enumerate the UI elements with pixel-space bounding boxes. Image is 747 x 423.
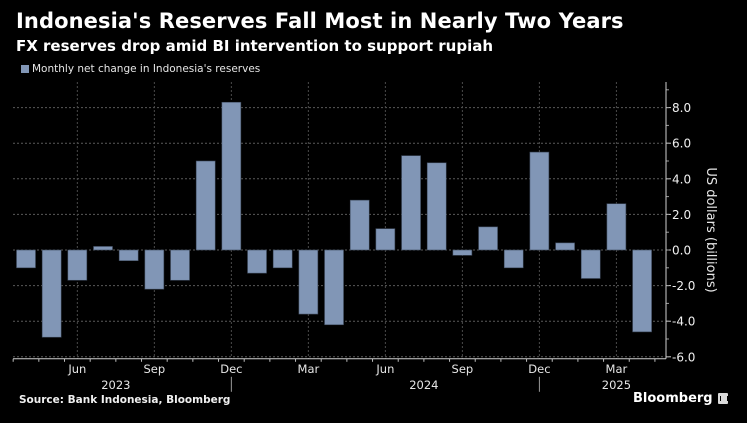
bar-sep-2024 — [452, 249, 473, 256]
chart-subtitle: FX reserves drop amid BI intervention to… — [16, 37, 494, 55]
source-note: Source: Bank Indonesia, Bloomberg — [19, 394, 231, 406]
y-tick-label: -4.0 — [672, 315, 695, 329]
bar-may-2024 — [349, 199, 370, 251]
bar-nov-2023 — [195, 160, 216, 251]
legend-label: Monthly net change in Indonesia's reserv… — [32, 63, 261, 75]
bar-may-2023 — [41, 249, 62, 338]
bar-apr-2025 — [632, 249, 652, 333]
bar-apr-2024 — [324, 249, 344, 326]
bar-nov-2024 — [503, 249, 524, 269]
bar-aug-2023 — [118, 249, 139, 261]
bar-sep-2023 — [144, 249, 165, 290]
bar-jan-2024 — [247, 249, 267, 274]
bar-jul-2024 — [401, 155, 421, 251]
y-tick-label: 0.0 — [672, 244, 691, 258]
bar-dec-2023 — [221, 101, 242, 251]
bloomberg-logo: Bloomberg — [633, 391, 728, 406]
x-year-label: 2023 — [101, 378, 130, 392]
brand-label: Bloomberg — [633, 391, 713, 406]
bar-jun-2024 — [375, 228, 396, 251]
x-tick-label: Mar — [298, 362, 320, 376]
x-axis: Jun Sep Dec Mar Jun Sep Dec Mar 2023 2024 2025 — [12, 358, 666, 392]
bar-dec-2024 — [529, 151, 550, 251]
legend-swatch — [21, 65, 29, 73]
y-tick-label: 2.0 — [672, 208, 691, 222]
bar-jan-2025 — [555, 242, 575, 251]
bars — [16, 101, 652, 338]
x-tick-label: Sep — [144, 362, 166, 376]
bar-jun-2023 — [67, 249, 88, 281]
y-tick-label: 6.0 — [672, 137, 691, 151]
x-tick-label: Dec — [220, 362, 242, 376]
bar-feb-2025 — [580, 249, 601, 279]
x-tick-label: Mar — [606, 362, 628, 376]
y-tick-label: -6.0 — [672, 350, 695, 364]
chart-title: Indonesia's Reserves Fall Most in Nearly… — [16, 9, 624, 33]
x-tick-label: Sep — [452, 362, 474, 376]
x-tick-label: Dec — [528, 362, 550, 376]
legend: Monthly net change in Indonesia's reserv… — [21, 63, 260, 75]
bar-mar-2025 — [606, 203, 627, 251]
y-tick-label: 8.0 — [672, 101, 691, 115]
y-axis: -6.0 -4.0 -2.0 0.0 2.0 4.0 6.0 8.0 — [665, 82, 695, 364]
x-year-label: 2024 — [409, 378, 438, 392]
y-axis-label: US dollars (billions) — [703, 167, 718, 292]
x-tick-label: Jun — [67, 362, 86, 376]
bar-mar-2024 — [298, 249, 319, 315]
y-tick-label: -2.0 — [672, 279, 695, 293]
bar-aug-2024 — [426, 162, 447, 251]
bar-jul-2023 — [93, 246, 113, 251]
x-tick-label: Jun — [375, 362, 394, 376]
bloomberg-chart-icon — [717, 393, 728, 404]
bar-oct-2023 — [170, 249, 190, 281]
bar-apr-2023 — [16, 249, 36, 269]
x-year-label: 2025 — [602, 378, 631, 392]
bar-feb-2024 — [272, 249, 293, 269]
bar-oct-2024 — [478, 226, 498, 251]
y-tick-label: 4.0 — [672, 172, 691, 186]
